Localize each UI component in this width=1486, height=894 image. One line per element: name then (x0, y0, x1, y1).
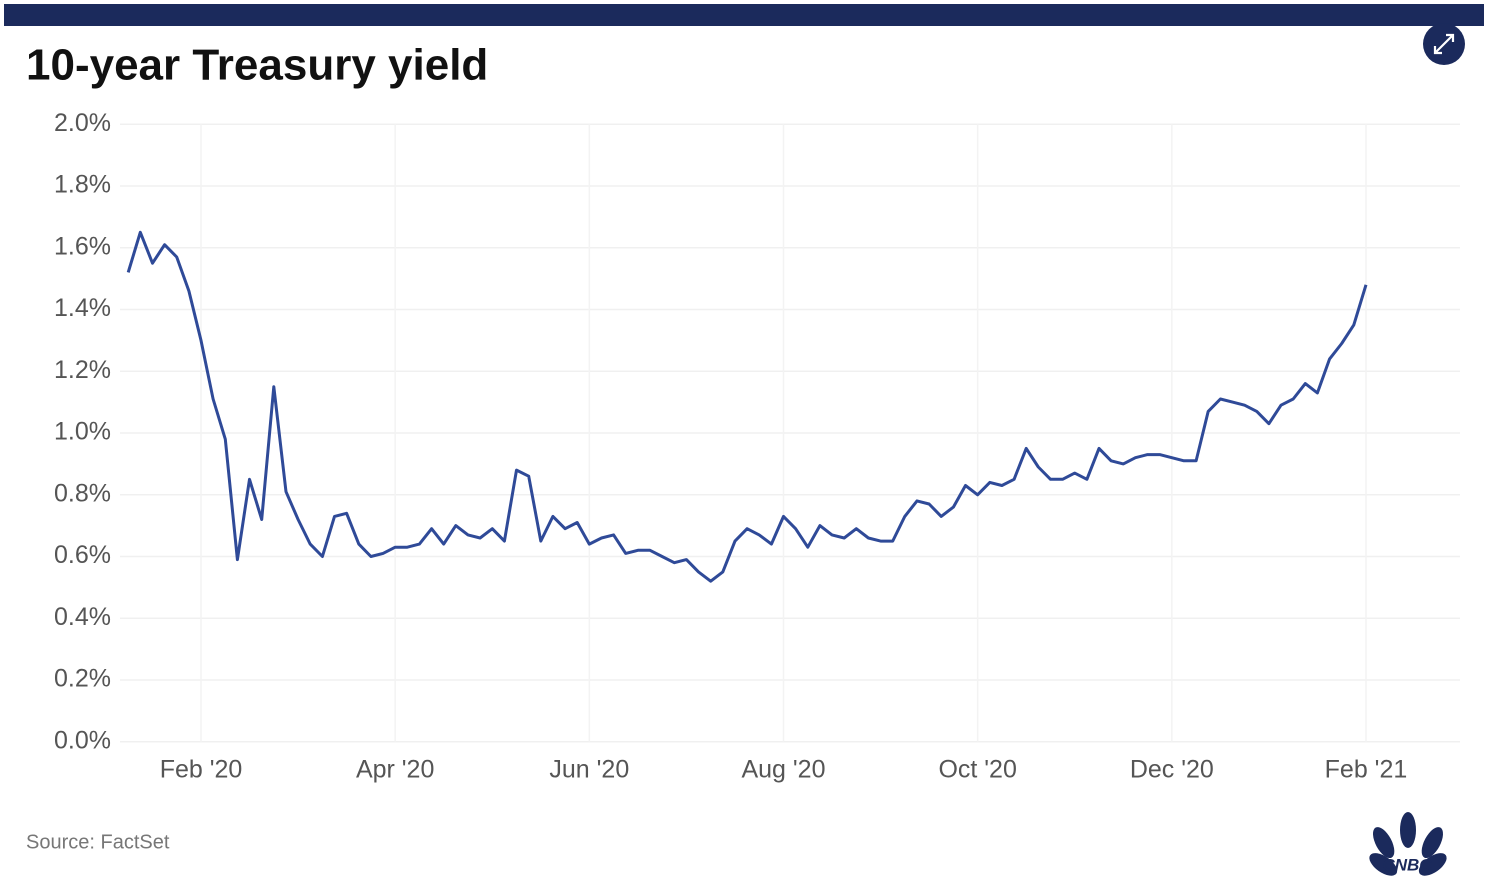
y-tick-label: 0.0% (54, 726, 111, 754)
y-tick-label: 1.4% (54, 294, 111, 322)
y-tick-label: 2.0% (54, 109, 111, 137)
chart-title: 10-year Treasury yield (26, 41, 488, 90)
y-tick-label: 1.6% (54, 232, 111, 260)
x-tick-label: Jun '20 (549, 756, 629, 784)
source: Source: FactSet (26, 831, 170, 853)
line (126, 230, 1368, 583)
y-tick-label: 0.6% (54, 541, 111, 569)
expand-icon (1433, 33, 1455, 55)
x-tick-label: Feb '21 (1325, 756, 1408, 784)
cnbc-logo: CNBC (1369, 812, 1447, 876)
y-tick-label: 1.0% (54, 418, 111, 446)
y-tick-label: 0.2% (54, 665, 111, 693)
x-tick-label: Apr '20 (356, 756, 434, 784)
x-tick-label: Oct '20 (938, 756, 1016, 784)
y-tick-label: 1.2% (54, 356, 111, 384)
top-bar (4, 4, 1484, 26)
x-tick-label: Feb '20 (160, 756, 243, 784)
x-tick-label: Aug '20 (741, 756, 825, 784)
y-tick-label: 0.8% (54, 479, 111, 507)
expand-button[interactable] (1423, 23, 1465, 65)
y-tick-label: 0.4% (54, 603, 111, 631)
logo-text: CNBC (1382, 855, 1432, 874)
x-tick-label: Dec '20 (1130, 756, 1214, 784)
y-tick-label: 1.8% (54, 171, 111, 199)
